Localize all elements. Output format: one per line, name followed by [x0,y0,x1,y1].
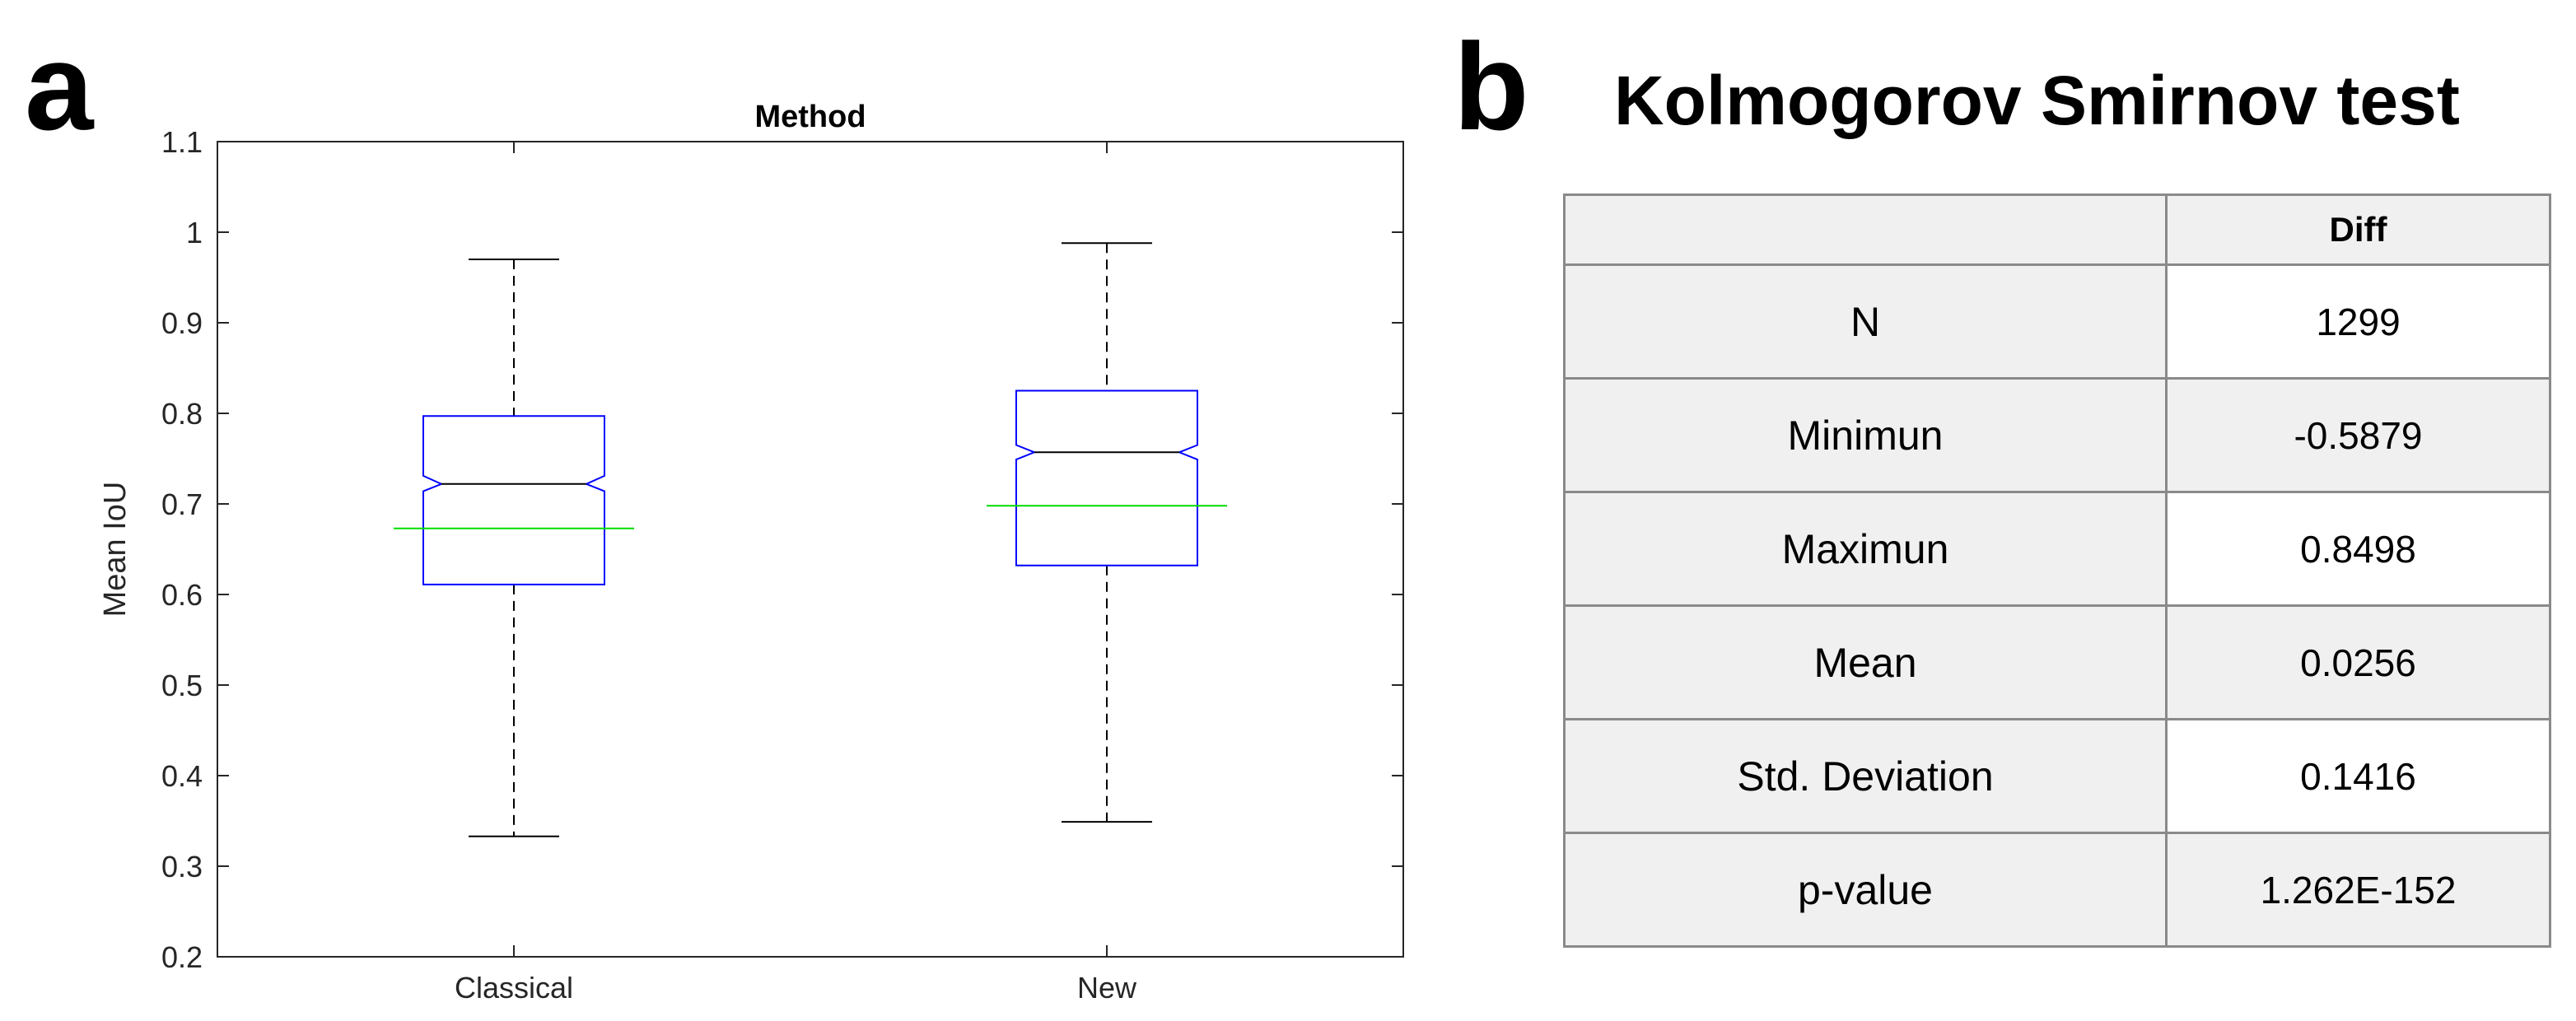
table-header-row: Diff [1563,193,2551,266]
table-row: N 1299 [1563,263,2551,380]
boxes [394,242,1227,837]
table-row: p-value 1.262E-152 [1563,832,2551,948]
x-axis-ticks: Classical New [455,142,1137,1005]
y-tick-label: 0.6 [161,578,203,612]
row-value-minimum: -0.5879 [2165,377,2551,493]
stats-table: Diff N 1299 Minimun -0.5879 Maximun 0.84… [1563,193,2551,948]
row-value-std-deviation: 0.1416 [2165,718,2551,834]
notched-box [1015,389,1198,566]
row-label-p-value: p-value [1563,832,2168,948]
y-tick-label: 1.1 [161,125,203,159]
row-label-minimum: Minimun [1563,377,2168,493]
boxplot-chart: Method Mean IoU 0.2 0.3 0.4 0.5 0.6 0.7 0.8 0.9… [98,100,1404,1005]
y-tick-label: 0.2 [161,940,203,974]
notched-box [422,415,605,585]
y-tick-label: 0.5 [161,669,203,702]
panel-letter-b: b [1454,17,1529,156]
row-value-mean: 0.0256 [2165,604,2551,720]
table-title: Kolmogorov Smirnov test [1614,62,2460,139]
y-tick-label: 0.8 [161,397,203,431]
y-tick-label: 0.4 [161,759,203,793]
table-row: Std. Deviation 0.1416 [1563,718,2551,834]
row-label-maximum: Maximun [1563,491,2168,607]
table-header-label-cell [1563,193,2168,266]
row-label-n: N [1563,263,2168,380]
y-tick-label: 1 [186,216,203,249]
table-row: Mean 0.0256 [1563,604,2551,720]
row-value-n: 1299 [2165,263,2551,380]
plot-area [217,141,1404,958]
y-tick-label: 0.7 [161,487,203,521]
table-row: Minimun -0.5879 [1563,377,2551,493]
x-tick-label: New [1077,971,1137,1005]
panel-letter-a: a [25,17,94,156]
chart-title: Method [754,100,866,134]
table-row: Maximun 0.8498 [1563,491,2551,607]
y-axis-ticks: 0.2 0.3 0.4 0.5 0.6 0.7 0.8 0.9 1 1.1 [161,125,1403,974]
row-value-p-value: 1.262E-152 [2165,832,2551,948]
x-tick-label: Classical [455,971,573,1005]
row-label-mean: Mean [1563,604,2168,720]
row-label-std-deviation: Std. Deviation [1563,718,2168,834]
y-axis-label: Mean IoU [98,482,133,618]
table-header-diff: Diff [2165,193,2551,266]
y-tick-label: 0.9 [161,306,203,340]
row-value-maximum: 0.8498 [2165,491,2551,607]
y-tick-label: 0.3 [161,850,203,883]
